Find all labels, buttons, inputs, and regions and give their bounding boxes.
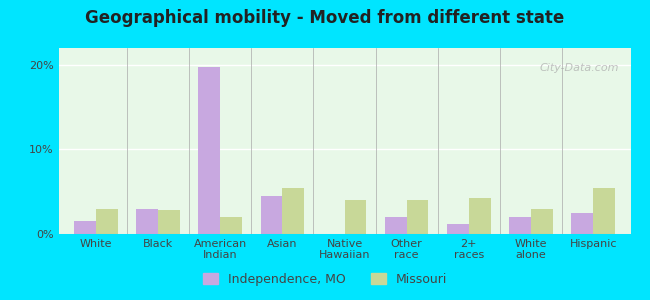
Bar <box>469 199 491 234</box>
Legend: Independence, MO, Missouri: Independence, MO, Missouri <box>198 268 452 291</box>
Bar <box>531 208 552 234</box>
Bar <box>198 67 220 234</box>
Bar <box>282 188 304 234</box>
Bar <box>261 196 282 234</box>
Bar <box>385 217 407 234</box>
Bar <box>74 221 96 234</box>
Bar <box>96 208 118 234</box>
Bar <box>136 208 158 234</box>
Bar <box>509 217 531 234</box>
Bar <box>220 217 242 234</box>
Text: City-Data.com: City-Data.com <box>540 63 619 73</box>
Bar <box>407 200 428 234</box>
Text: Geographical mobility - Moved from different state: Geographical mobility - Moved from diffe… <box>85 9 565 27</box>
Bar <box>447 224 469 234</box>
Bar <box>571 213 593 234</box>
Bar <box>593 188 615 234</box>
Bar <box>344 200 366 234</box>
Bar <box>158 210 180 234</box>
